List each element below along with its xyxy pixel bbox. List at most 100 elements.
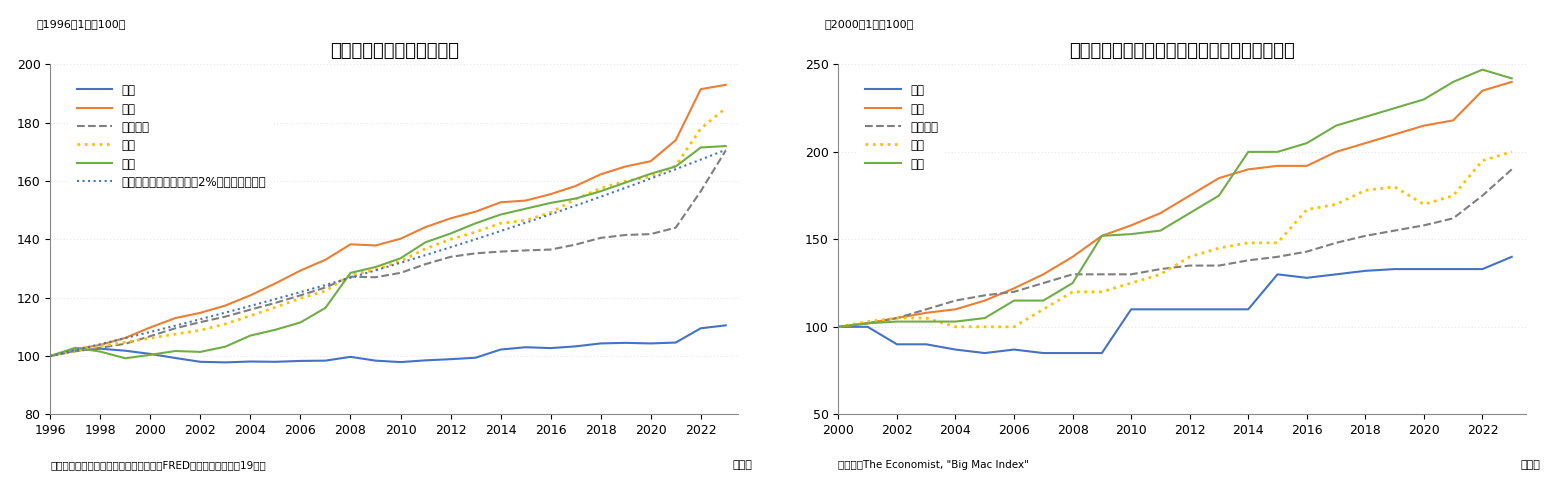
中国: [216, 343, 235, 349]
中国: [1209, 193, 1228, 198]
中国: [667, 164, 685, 170]
ユーロ圏: [1122, 271, 1141, 277]
（参考）前年比上昇率が2%で推移した場合: [692, 157, 710, 163]
中国: [592, 188, 611, 194]
日本: [642, 341, 660, 346]
Text: （1996年1月＝100）: （1996年1月＝100）: [36, 20, 126, 29]
英国: [642, 174, 660, 180]
日本: [887, 342, 906, 347]
日本: [216, 360, 235, 366]
ユーロ圏: [716, 147, 735, 153]
米国: [416, 224, 435, 230]
（参考）前年比上昇率が2%で推移した場合: [441, 245, 460, 250]
（参考）前年比上昇率が2%で推移した場合: [716, 147, 735, 153]
日本: [1473, 266, 1492, 272]
米国: [1122, 222, 1141, 228]
中国: [1152, 228, 1170, 234]
中国: [441, 231, 460, 237]
中国: [466, 220, 485, 226]
英国: [141, 335, 160, 341]
日本: [491, 346, 510, 352]
（参考）前年比上昇率が2%で推移した場合: [416, 252, 435, 258]
中国: [1268, 149, 1287, 155]
英国: [716, 105, 735, 111]
日本: [976, 350, 995, 356]
英国: [516, 218, 535, 223]
日本: [1063, 350, 1082, 356]
Text: （年）: （年）: [732, 460, 752, 470]
英国: [946, 324, 965, 330]
ユーロ圏: [166, 325, 185, 331]
米国: [315, 257, 334, 263]
（参考）前年比上昇率が2%で推移した場合: [541, 211, 559, 217]
英国: [216, 321, 235, 327]
米国: [65, 346, 84, 352]
（参考）前年比上昇率が2%で推移した場合: [216, 310, 235, 316]
米国: [667, 137, 685, 143]
中国: [291, 319, 309, 325]
英国: [1268, 240, 1287, 246]
中国: [692, 145, 710, 150]
英国: [1414, 201, 1433, 207]
日本: [716, 322, 735, 328]
日本: [1033, 350, 1052, 356]
ユーロ圏: [141, 333, 160, 339]
中国: [1092, 233, 1111, 239]
（参考）前年比上昇率が2%で推移した場合: [65, 347, 84, 353]
中国: [858, 320, 876, 326]
ユーロ圏: [117, 341, 135, 346]
ユーロ圏: [1209, 263, 1228, 269]
日本: [917, 342, 936, 347]
中国: [1444, 79, 1462, 85]
英国: [241, 313, 260, 318]
中国: [617, 179, 636, 185]
米国: [1357, 140, 1375, 146]
日本: [1239, 306, 1257, 312]
中国: [642, 171, 660, 177]
日本: [416, 357, 435, 363]
中国: [1414, 97, 1433, 102]
中国: [1181, 210, 1200, 216]
ユーロ圏: [342, 274, 361, 280]
英国: [1239, 240, 1257, 246]
米国: [976, 297, 995, 303]
Line: 日本: 日本: [838, 257, 1512, 353]
米国: [191, 310, 210, 316]
日本: [1005, 346, 1024, 352]
英国: [166, 331, 185, 337]
日本: [1209, 306, 1228, 312]
中国: [716, 143, 735, 149]
英国: [1033, 306, 1052, 312]
Text: （年）: （年）: [1520, 460, 1540, 470]
米国: [166, 315, 185, 321]
日本: [466, 355, 485, 361]
ユーロ圏: [392, 270, 410, 276]
日本: [1503, 254, 1521, 260]
米国: [946, 306, 965, 312]
中国: [887, 318, 906, 324]
米国: [917, 310, 936, 316]
日本: [1327, 271, 1346, 277]
米国: [1473, 88, 1492, 94]
中国: [1357, 114, 1375, 120]
（参考）前年比上昇率が2%で推移した場合: [592, 194, 611, 200]
英国: [1152, 271, 1170, 277]
ユーロ圏: [566, 242, 584, 247]
英国: [1122, 280, 1141, 286]
ユーロ圏: [65, 348, 84, 354]
日本: [342, 354, 361, 360]
ユーロ圏: [1268, 254, 1287, 260]
英国: [541, 210, 559, 216]
英国: [40, 353, 59, 359]
米国: [1239, 167, 1257, 172]
中国: [315, 305, 334, 311]
中国: [92, 349, 110, 355]
英国: [466, 229, 485, 235]
日本: [1268, 271, 1287, 277]
日本: [291, 358, 309, 364]
（参考）前年比上昇率が2%で推移した場合: [342, 275, 361, 281]
米国: [716, 82, 735, 88]
中国: [1503, 75, 1521, 81]
ユーロ圏: [1152, 266, 1170, 272]
英国: [315, 288, 334, 294]
